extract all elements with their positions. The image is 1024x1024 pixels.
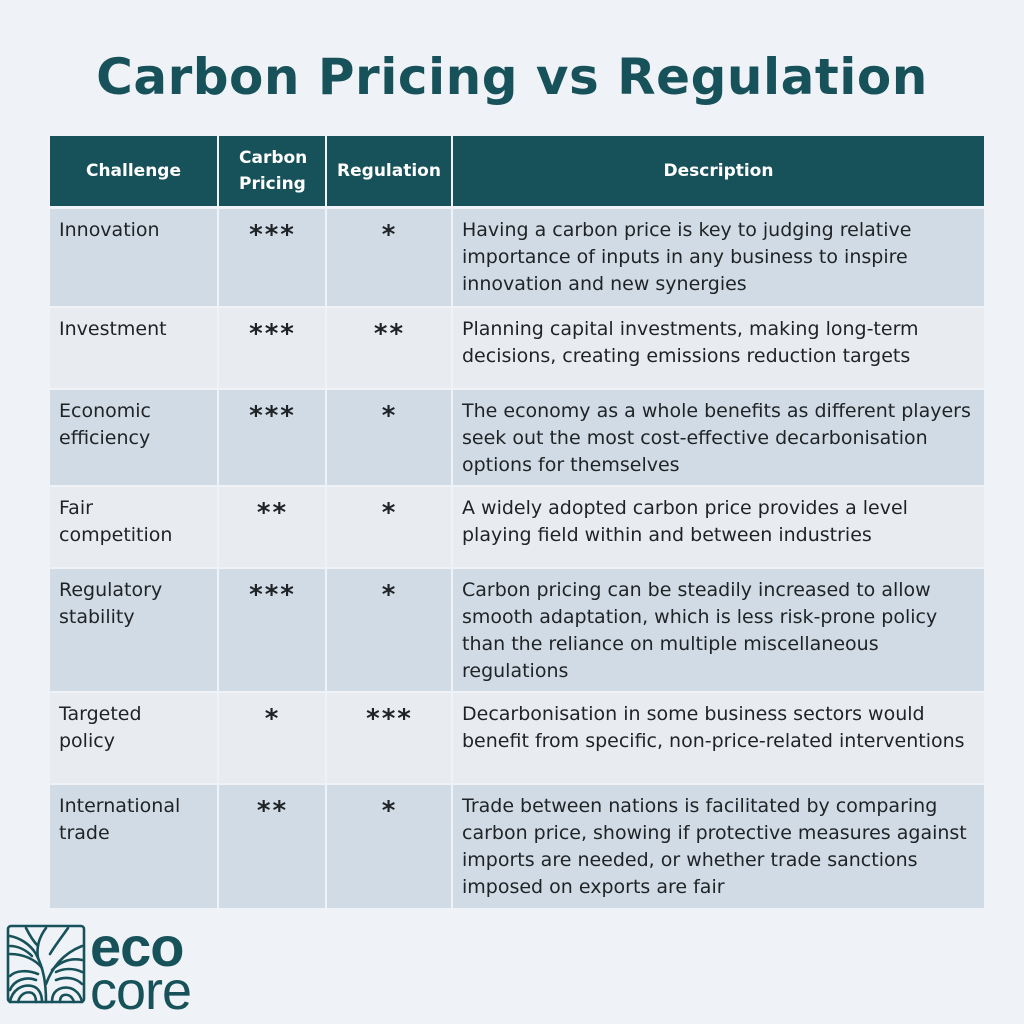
eco-core-logo: eco core xyxy=(6,915,206,1021)
challenge-cell: Fair competition xyxy=(50,487,219,569)
table-row: International trade ** * Trade between n… xyxy=(50,785,984,910)
regulation-rating: ** xyxy=(327,308,453,390)
table-row: Targeted policy * *** Decarbonisation in… xyxy=(50,693,984,785)
challenge-cell: International trade xyxy=(50,785,219,910)
carbon-pricing-rating: *** xyxy=(219,390,327,487)
regulation-rating: * xyxy=(327,785,453,910)
challenge-cell: Innovation xyxy=(50,209,219,308)
table-row: Economic efficiency *** * The economy as… xyxy=(50,390,984,487)
regulation-rating: * xyxy=(327,569,453,693)
regulation-rating: *** xyxy=(327,693,453,785)
logo-text-core: core xyxy=(90,961,192,1021)
description-cell: Planning capital investments, making lon… xyxy=(453,308,984,390)
header-challenge: Challenge xyxy=(50,136,219,209)
regulation-rating: * xyxy=(327,390,453,487)
header-regulation: Regulation xyxy=(327,136,453,209)
description-cell: Carbon pricing can be steadily increased… xyxy=(453,569,984,693)
tree-rings-logo-icon xyxy=(6,924,86,1004)
comparison-table: Challenge Carbon Pricing Regulation Desc… xyxy=(50,136,984,910)
description-cell: A widely adopted carbon price provides a… xyxy=(453,487,984,569)
regulation-rating: * xyxy=(327,487,453,569)
header-carbon-pricing: Carbon Pricing xyxy=(219,136,327,209)
header-description: Description xyxy=(453,136,984,209)
challenge-cell: Regulatory stability xyxy=(50,569,219,693)
challenge-cell: Investment xyxy=(50,308,219,390)
page-title: Carbon Pricing vs Regulation xyxy=(96,48,928,106)
carbon-pricing-rating: *** xyxy=(219,308,327,390)
carbon-pricing-rating: *** xyxy=(219,209,327,308)
description-cell: The economy as a whole benefits as diffe… xyxy=(453,390,984,487)
table-row: Investment *** ** Planning capital inves… xyxy=(50,308,984,390)
table-header-row: Challenge Carbon Pricing Regulation Desc… xyxy=(50,136,984,209)
table-row: Fair competition ** * A widely adopted c… xyxy=(50,487,984,569)
description-cell: Decarbonisation in some business sectors… xyxy=(453,693,984,785)
challenge-cell: Targeted policy xyxy=(50,693,219,785)
table-row: Innovation *** * Having a carbon price i… xyxy=(50,209,984,308)
description-cell: Trade between nations is facilitated by … xyxy=(453,785,984,910)
carbon-pricing-rating: ** xyxy=(219,785,327,910)
challenge-cell: Economic efficiency xyxy=(50,390,219,487)
carbon-pricing-rating: ** xyxy=(219,487,327,569)
carbon-pricing-rating: * xyxy=(219,693,327,785)
regulation-rating: * xyxy=(327,209,453,308)
carbon-pricing-rating: *** xyxy=(219,569,327,693)
logo-text-eco: eco xyxy=(90,915,184,978)
description-cell: Having a carbon price is key to judging … xyxy=(453,209,984,308)
table-row: Regulatory stability *** * Carbon pricin… xyxy=(50,569,984,693)
